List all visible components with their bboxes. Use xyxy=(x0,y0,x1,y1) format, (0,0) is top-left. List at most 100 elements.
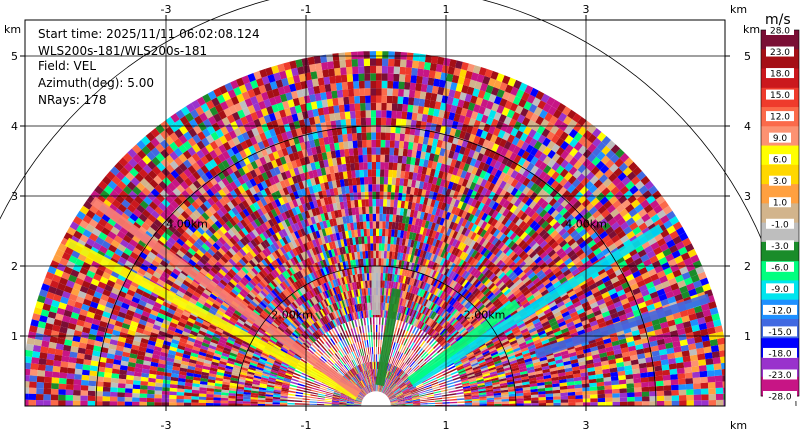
velocity-cell xyxy=(490,375,499,380)
velocity-cell xyxy=(328,105,335,114)
velocity-cell xyxy=(390,236,394,245)
velocity-cell xyxy=(307,265,313,274)
velocity-cell xyxy=(376,339,378,347)
velocity-cell xyxy=(486,271,494,279)
velocity-cell xyxy=(501,286,509,294)
velocity-cell xyxy=(548,197,558,207)
velocity-cell xyxy=(335,318,340,326)
velocity-cell xyxy=(361,236,365,244)
velocity-cell xyxy=(534,214,543,224)
velocity-cell xyxy=(714,325,723,333)
velocity-cell xyxy=(316,277,322,286)
velocity-cell xyxy=(539,251,548,260)
velocity-cell xyxy=(556,362,564,368)
velocity-cell xyxy=(527,344,536,350)
velocity-cell xyxy=(570,187,580,197)
velocity-cell xyxy=(566,377,575,383)
velocity-cell xyxy=(470,232,477,241)
velocity-cell xyxy=(539,209,548,218)
velocity-cell xyxy=(589,320,598,327)
velocity-cell xyxy=(294,82,302,91)
velocity-cell xyxy=(470,267,477,276)
velocity-cell xyxy=(529,87,539,98)
velocity-cell xyxy=(560,265,569,274)
velocity-cell xyxy=(573,160,583,170)
velocity-cell xyxy=(357,58,364,67)
velocity-cell xyxy=(399,328,403,337)
velocity-cell xyxy=(596,377,604,383)
velocity-cell xyxy=(507,386,516,390)
velocity-cell xyxy=(375,376,376,384)
velocity-cell xyxy=(464,402,473,405)
velocity-cell xyxy=(586,312,595,320)
velocity-cell xyxy=(491,193,500,202)
velocity-cell xyxy=(508,143,517,153)
velocity-cell xyxy=(374,369,375,377)
velocity-cell xyxy=(441,368,449,374)
velocity-cell xyxy=(483,375,491,379)
velocity-cell xyxy=(283,61,291,71)
velocity-cell xyxy=(310,162,317,171)
velocity-cell xyxy=(309,224,316,233)
velocity-cell xyxy=(396,394,404,398)
velocity-cell xyxy=(350,163,356,171)
velocity-cell xyxy=(370,73,376,81)
velocity-cell xyxy=(720,356,725,364)
velocity-cell xyxy=(523,266,532,274)
velocity-cell xyxy=(394,389,401,394)
velocity-cell xyxy=(700,388,709,395)
velocity-cell xyxy=(353,88,360,97)
velocity-cell xyxy=(485,389,494,393)
velocity-cell xyxy=(407,284,411,293)
velocity-cell xyxy=(391,374,397,382)
velocity-cell xyxy=(454,301,461,309)
velocity-cell xyxy=(369,347,372,355)
velocity-cell xyxy=(515,89,525,99)
velocity-cell xyxy=(403,392,411,396)
velocity-cell xyxy=(376,206,380,214)
velocity-cell xyxy=(688,313,698,321)
velocity-cell xyxy=(548,301,557,309)
velocity-cell xyxy=(461,178,469,187)
velocity-cell xyxy=(416,113,423,122)
velocity-cell xyxy=(463,389,471,392)
velocity-cell xyxy=(392,214,397,223)
velocity-cell xyxy=(500,389,509,393)
velocity-cell xyxy=(637,301,647,309)
velocity-cell xyxy=(290,184,297,193)
velocity-cell xyxy=(317,269,323,277)
velocity-cell xyxy=(416,210,422,219)
velocity-cell xyxy=(607,303,616,311)
velocity-cell xyxy=(358,73,365,82)
velocity-cell xyxy=(631,329,640,337)
velocity-cell xyxy=(654,365,663,372)
velocity-cell xyxy=(372,191,376,199)
velocity-cell xyxy=(461,358,469,364)
velocity-cell xyxy=(522,186,531,195)
velocity-cell xyxy=(406,52,414,61)
velocity-cell xyxy=(501,394,509,398)
velocity-cell xyxy=(497,293,506,301)
velocity-cell xyxy=(546,177,556,186)
velocity-cell xyxy=(378,250,382,259)
velocity-cell xyxy=(402,230,408,239)
velocity-cell xyxy=(373,250,376,259)
velocity-cell xyxy=(250,95,259,105)
velocity-cell xyxy=(368,369,371,378)
velocity-cell xyxy=(360,364,364,372)
velocity-cell xyxy=(449,288,456,297)
velocity-cell xyxy=(227,89,237,99)
velocity-cell xyxy=(385,389,391,395)
velocity-cell xyxy=(608,288,617,296)
velocity-cell xyxy=(394,140,400,149)
velocity-cell xyxy=(346,253,350,261)
velocity-cell xyxy=(428,328,435,336)
velocity-cell xyxy=(625,203,635,213)
velocity-cell xyxy=(510,196,518,205)
velocity-cell xyxy=(441,156,449,165)
velocity-cell xyxy=(530,165,539,175)
velocity-cell xyxy=(363,58,370,67)
velocity-cell xyxy=(496,89,505,98)
velocity-cell xyxy=(249,136,258,146)
velocity-cell xyxy=(673,346,682,353)
